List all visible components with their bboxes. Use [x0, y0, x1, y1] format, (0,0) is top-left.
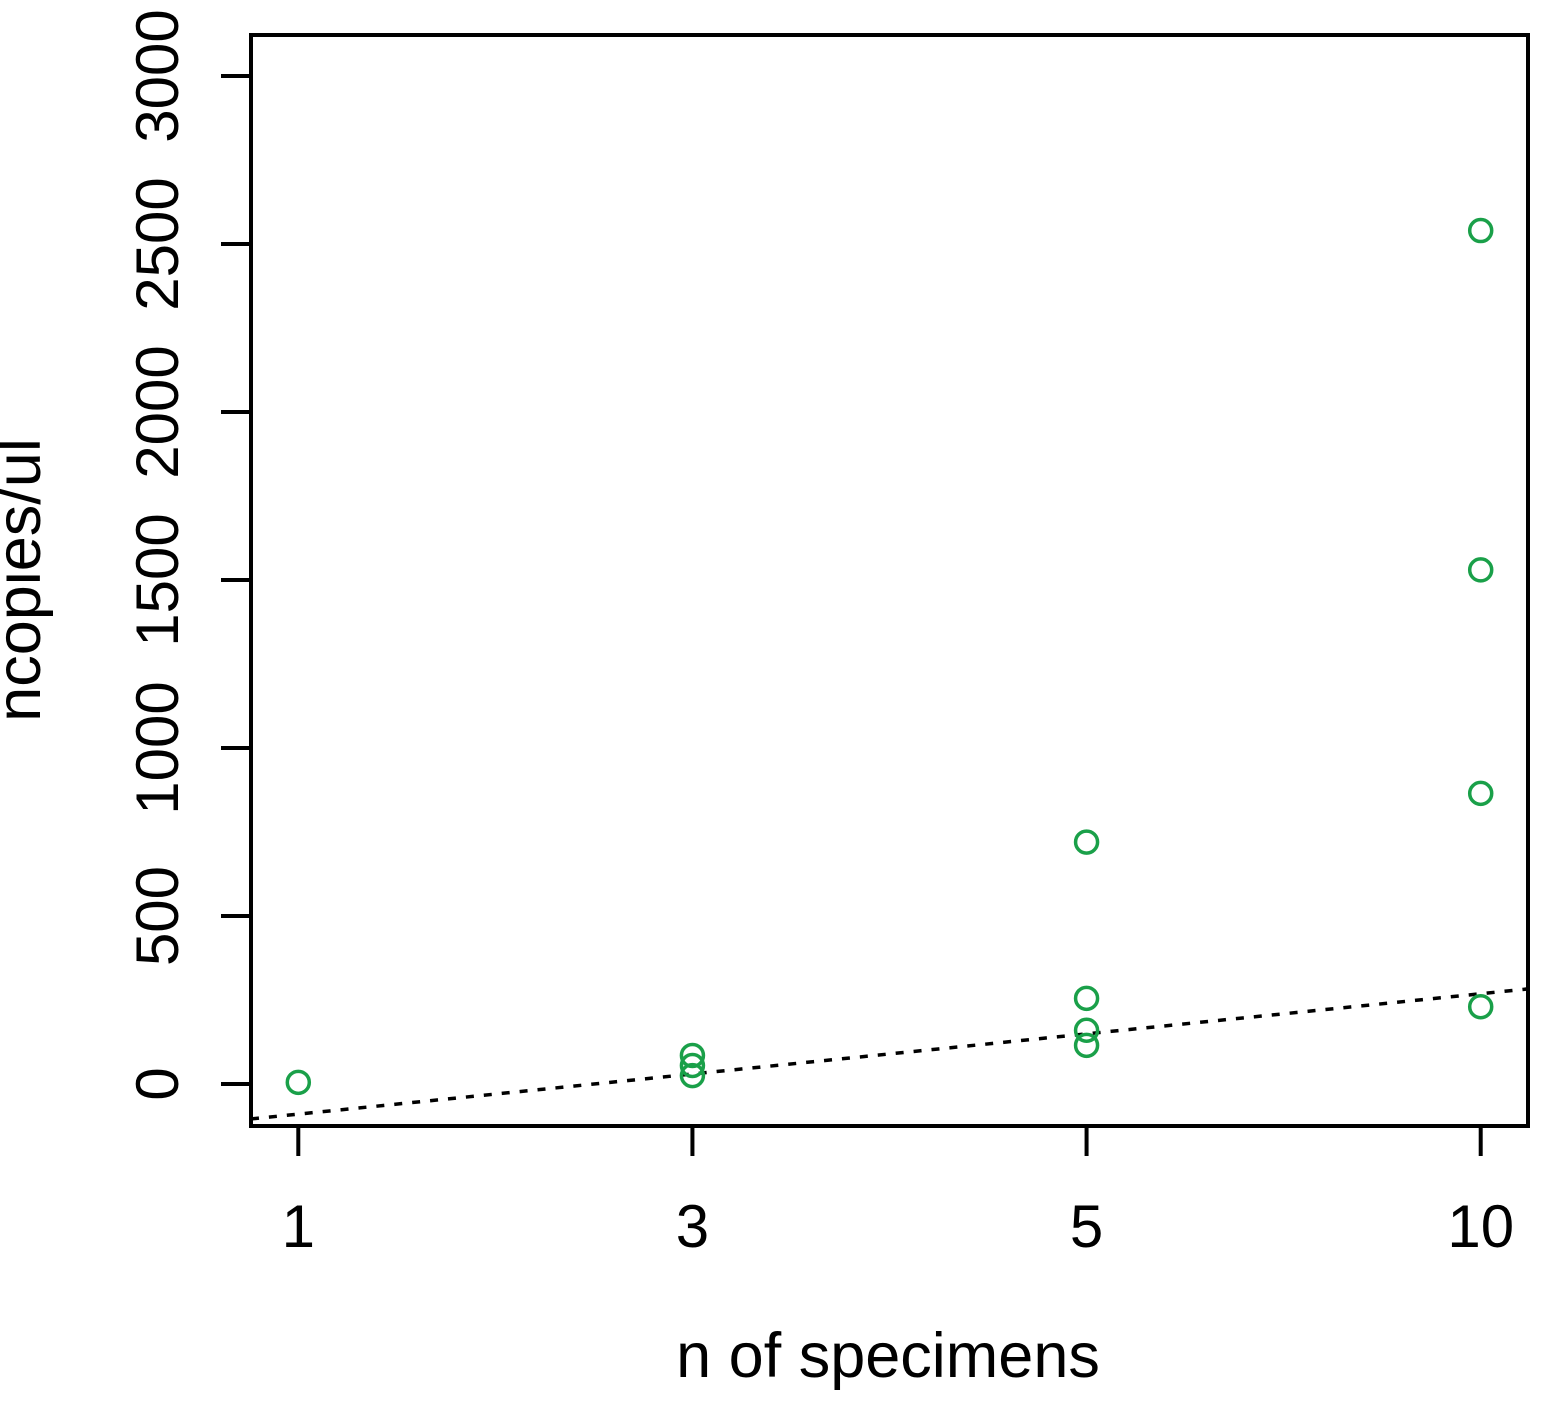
y-tick-label: 1500: [124, 513, 191, 646]
x-tick-label: 3: [676, 1193, 709, 1260]
y-tick-label: 500: [124, 866, 191, 966]
data-point: [285, 1069, 312, 1096]
x-tick-label: 5: [1070, 1193, 1103, 1260]
data-point: [1073, 1017, 1100, 1043]
data-point: [1467, 993, 1494, 1020]
y-tick-label: 2000: [124, 345, 191, 478]
x-tick-label: 1: [282, 1193, 315, 1260]
data-point: [1073, 829, 1100, 855]
axis-ticks: 0 500 1000 1500 2000 2500 3000 1 3 5 10: [124, 9, 1514, 1260]
y-tick-label: 2500: [124, 177, 191, 310]
data-point: [1467, 557, 1494, 583]
x-axis-title: n of specimens: [676, 1321, 1100, 1391]
x-tick-label: 10: [1447, 1193, 1514, 1260]
data-point: [679, 1052, 706, 1079]
y-axis-title: ncopies/ul: [0, 438, 54, 722]
data-point: [679, 1042, 706, 1069]
y-tick-label: 0: [124, 1067, 191, 1100]
data-point-layer: [285, 217, 1494, 1096]
data-point: [1073, 1032, 1100, 1059]
data-point: [1073, 985, 1100, 1012]
trend-line-layer: [250, 987, 1529, 1121]
data-point: [1467, 780, 1494, 807]
y-tick-label: 1000: [124, 681, 191, 814]
data-point: [1467, 217, 1494, 244]
y-tick-label: 3000: [124, 9, 191, 142]
plot-box: [249, 33, 1530, 1128]
trend-line: [250, 987, 1529, 1121]
plot-frame: [249, 33, 1530, 1128]
data-point: [679, 1062, 706, 1089]
